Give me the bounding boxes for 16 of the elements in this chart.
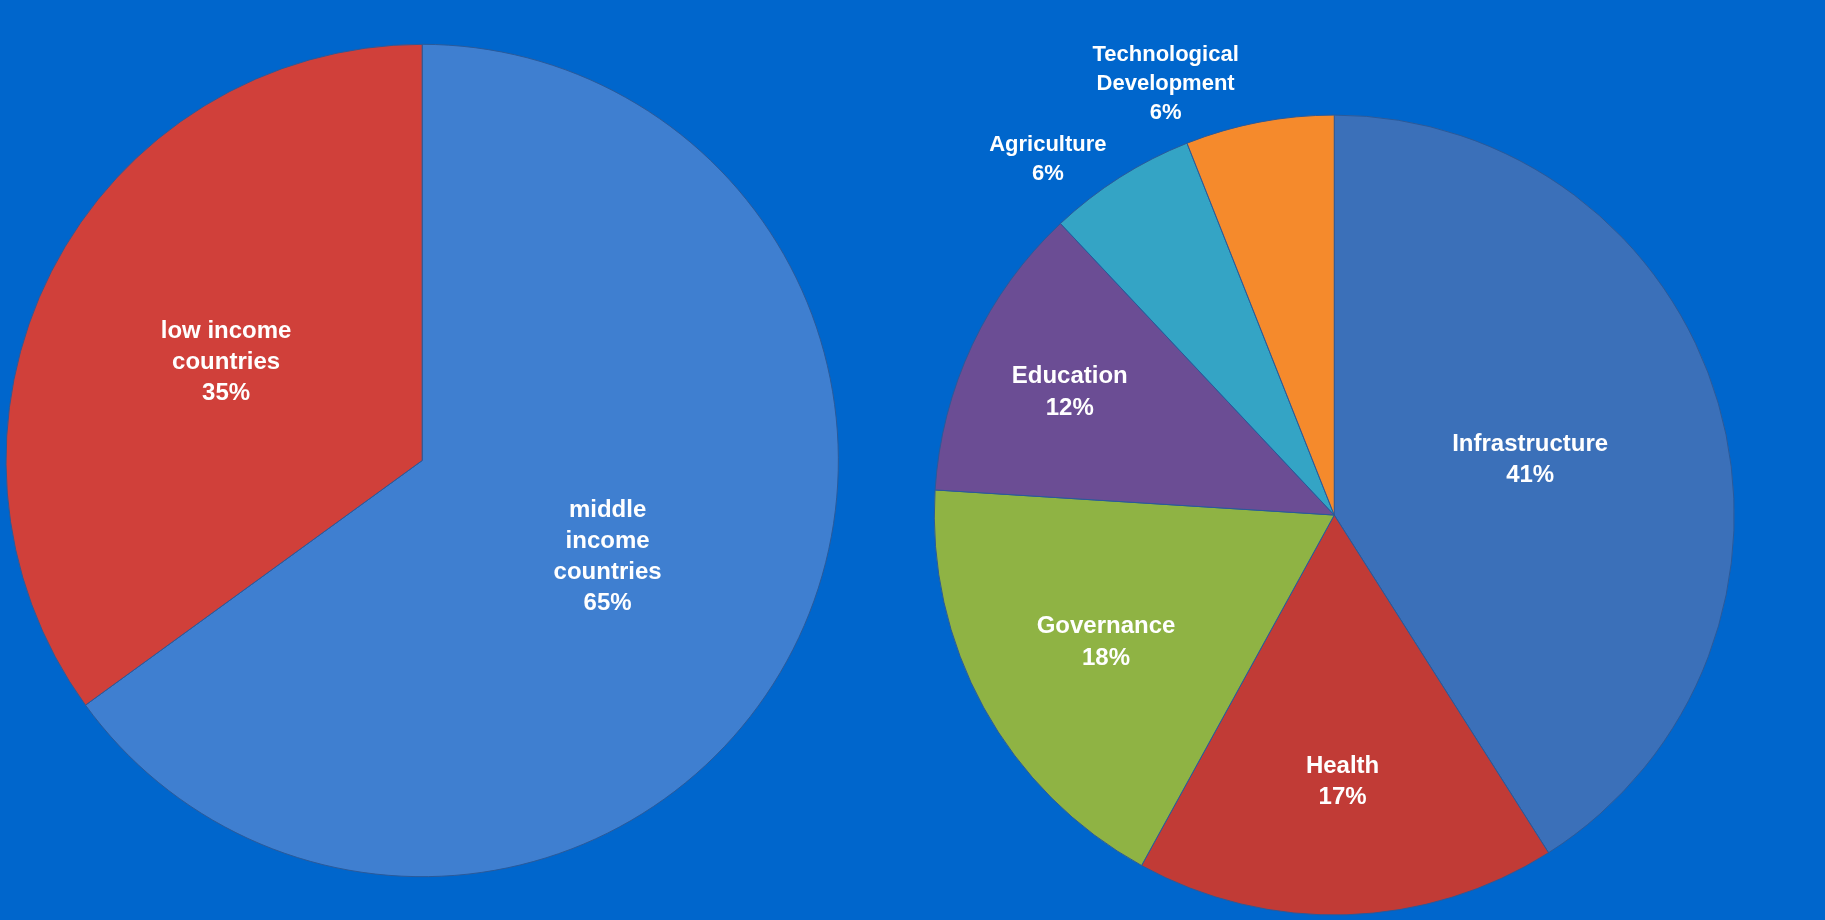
- slice-label: Infrastructure: [1452, 429, 1609, 457]
- data-label: 41%: [1506, 460, 1555, 488]
- slice-label: Education: [1011, 361, 1128, 389]
- data-label: 6%: [1031, 160, 1064, 186]
- slice-label: Technological Development: [1092, 41, 1239, 96]
- slice-label: low income countries: [160, 315, 292, 375]
- data-label: 6%: [1149, 98, 1182, 124]
- slice-label: Agriculture: [989, 131, 1107, 157]
- slice-label: Health: [1305, 750, 1380, 778]
- data-label: 65%: [583, 588, 632, 616]
- data-label: 12%: [1045, 392, 1094, 420]
- slice-label: Governance: [1036, 611, 1176, 639]
- data-label: 35%: [202, 378, 251, 406]
- data-label: 17%: [1318, 782, 1367, 810]
- data-label: 18%: [1082, 642, 1131, 670]
- slice-label: middle income countries: [553, 494, 662, 585]
